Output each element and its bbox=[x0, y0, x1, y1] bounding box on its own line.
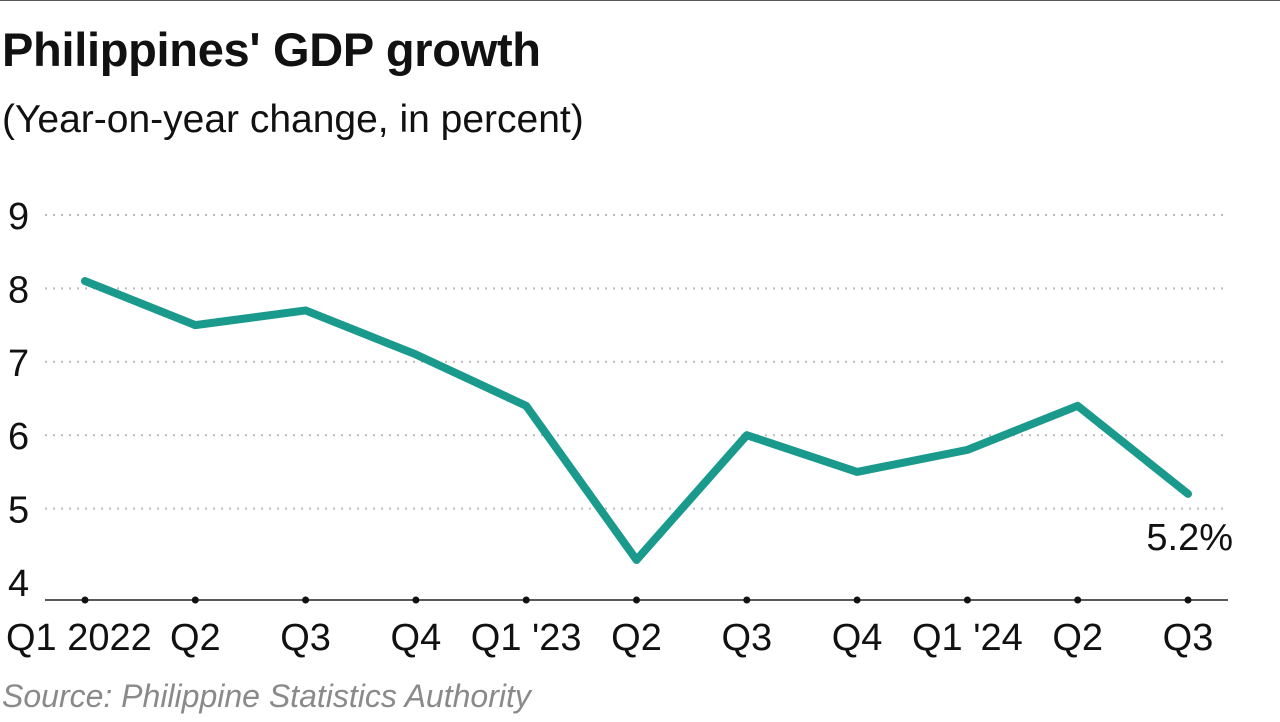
x-tick-dot bbox=[81, 596, 89, 604]
top-rule bbox=[0, 0, 1280, 1]
x-tick-label: Q3 bbox=[1163, 617, 1214, 659]
y-tick-label: 5 bbox=[8, 490, 29, 532]
y-tick-label: 9 bbox=[8, 196, 29, 238]
y-tick-label: 6 bbox=[8, 416, 29, 458]
gdp-growth-line bbox=[81, 277, 1192, 564]
x-tick-label: Q3 bbox=[721, 617, 772, 659]
x-tick-label: Q1 2022 bbox=[6, 617, 152, 659]
x-tick-dot bbox=[963, 596, 971, 604]
chart-subtitle: (Year-on-year change, in percent) bbox=[2, 98, 584, 141]
x-tick-dot bbox=[1074, 596, 1082, 604]
x-tick-dot bbox=[522, 596, 530, 604]
chart-title: Philippines' GDP growth bbox=[2, 23, 541, 76]
x-tick-label: Q2 bbox=[1052, 617, 1103, 659]
y-tick-label: 8 bbox=[8, 269, 29, 311]
x-tick-dot bbox=[853, 596, 861, 604]
x-tick-dot bbox=[191, 596, 199, 604]
x-tick-dot bbox=[412, 596, 420, 604]
x-tick-label: Q1 '24 bbox=[912, 617, 1023, 659]
source-note: Source: Philippine Statistics Authority bbox=[2, 678, 531, 714]
x-tick-dot bbox=[743, 596, 751, 604]
x-tick-dot bbox=[633, 596, 640, 604]
x-tick-dot bbox=[1184, 596, 1192, 604]
x-tick-label: Q4 bbox=[391, 617, 442, 659]
x-tick-label: Q1 '23 bbox=[471, 617, 582, 659]
x-tick-label: Q3 bbox=[280, 617, 331, 659]
x-tick-label: Q4 bbox=[832, 617, 883, 659]
x-tick-dot bbox=[302, 596, 310, 604]
x-tick-label: Q2 bbox=[611, 617, 662, 659]
x-tick-label: Q2 bbox=[170, 617, 221, 659]
y-tick-label: 7 bbox=[8, 343, 29, 385]
end-value-label: 5.2% bbox=[1146, 517, 1233, 559]
y-tick-label: 4 bbox=[8, 563, 29, 605]
